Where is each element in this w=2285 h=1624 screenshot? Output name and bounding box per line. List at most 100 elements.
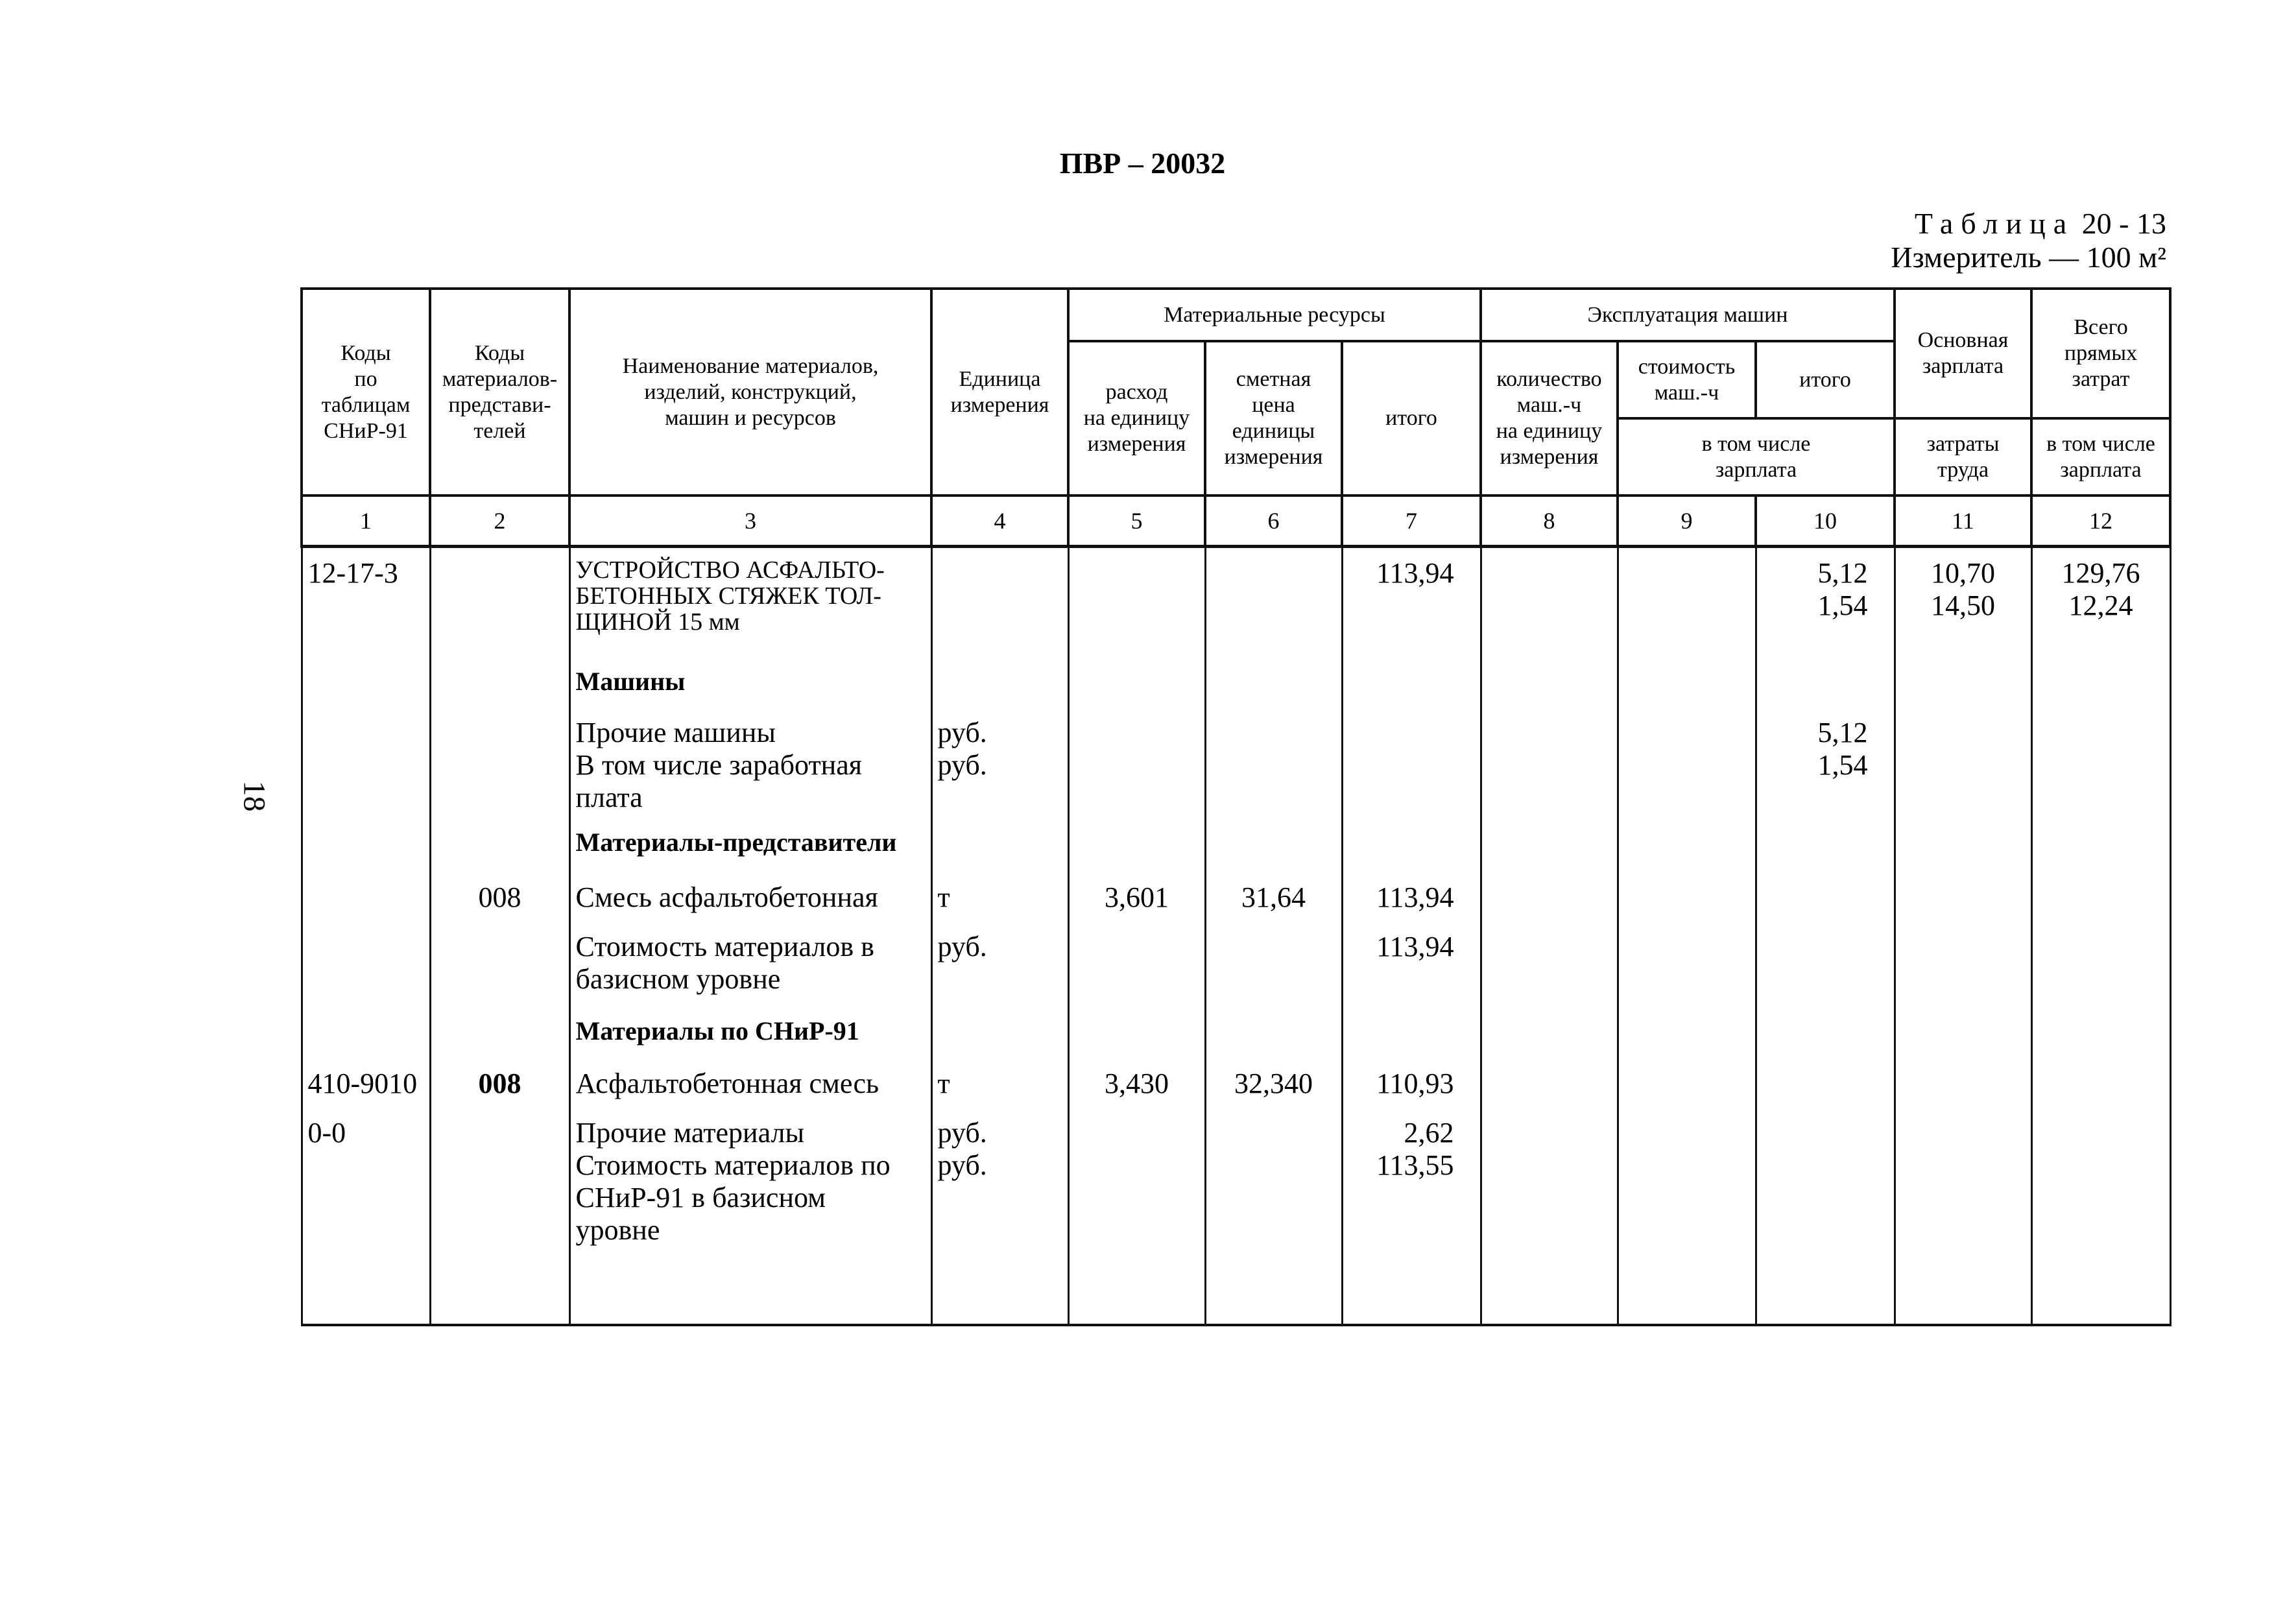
column-number: 1 (300, 494, 431, 548)
table-cell (1067, 1108, 1206, 1326)
table-cell: Стоимость материалов в базисном уровне (568, 922, 933, 1006)
table-cell (1479, 656, 1619, 708)
table-cell: Асфальтобетонная смесь (568, 1058, 933, 1108)
table-cell (1341, 656, 1482, 708)
table-cell: 5,12 1,54 (1754, 546, 1896, 656)
table-cell (1616, 817, 1757, 872)
table-cell: руб. руб. (930, 1108, 1070, 1326)
table-cell: 008 (429, 872, 571, 922)
table-cell (1893, 1006, 2033, 1058)
table-cell (300, 922, 431, 1006)
table-cell (2030, 708, 2171, 817)
table-cell (1204, 1006, 1343, 1058)
table-cell (300, 708, 431, 817)
header-machine-total: итого (1754, 340, 1896, 420)
table-cell (2030, 656, 2171, 708)
header-codes-materials: Коды материалов- представи- телей (429, 287, 571, 497)
header-consumption: расход на единицу измерения (1067, 340, 1206, 497)
table-row: Материалы-представители (300, 817, 2171, 872)
table-cell (1204, 656, 1343, 708)
table-cell (2030, 1006, 2171, 1058)
table-cell (1754, 922, 1896, 1006)
table-cell: т (930, 1058, 1070, 1108)
table-cell: 32,340 (1204, 1058, 1343, 1108)
table-cell (1893, 817, 2033, 872)
header-unit: Единица измерения (930, 287, 1070, 497)
table-cell: 113,94 (1341, 922, 1482, 1006)
table-cell (300, 1006, 431, 1058)
table-cell (300, 817, 431, 872)
table-cell: Смесь асфальтобетонная (568, 872, 933, 922)
table-cell (1893, 922, 2033, 1006)
table-cell (2030, 1058, 2171, 1108)
table-number: Таблица 20 - 13 (1915, 206, 2166, 241)
header-machine-hours: количество маш.-ч на единицу измерения (1479, 340, 1619, 497)
table-cell (1204, 708, 1343, 817)
column-number: 7 (1341, 494, 1482, 548)
table-cell (429, 1006, 571, 1058)
table-row: Прочие машины В том числе заработная пла… (300, 708, 2171, 817)
table-cell: 129,76 12,24 (2030, 546, 2171, 656)
table-cell: руб. (930, 922, 1070, 1006)
table-cell (1341, 1006, 1482, 1058)
column-number: 8 (1479, 494, 1619, 548)
header-machine-hour-cost: стоимость маш.-ч (1616, 340, 1757, 420)
table-cell (1616, 922, 1757, 1006)
table-cell (1754, 1108, 1896, 1326)
table-cell (1204, 817, 1343, 872)
table-cell (1754, 656, 1896, 708)
table-cell: 110,93 (1341, 1058, 1482, 1108)
page-number: 18 (237, 780, 272, 812)
table-cell (1479, 1058, 1619, 1108)
table-row: 12-17-3 УСТРОЙСТВО АСФАЛЬТО- БЕТОННЫХ СТЯ… (300, 546, 2171, 656)
table-cell: Материалы-представители (568, 817, 933, 872)
table-cell (1479, 546, 1619, 656)
table-cell: Прочие материалы Стоимость материалов по… (568, 1108, 933, 1326)
table-cell (1893, 1058, 2033, 1108)
header-labor-cost: затраты труда (1893, 417, 2033, 497)
table-cell (1893, 872, 2033, 922)
table-cell (2030, 872, 2171, 922)
table-cell: руб. руб. (930, 708, 1070, 817)
column-number: 10 (1754, 494, 1896, 548)
table-cell (1479, 817, 1619, 872)
table-cell (930, 656, 1070, 708)
table-cell (429, 817, 571, 872)
table-cell (1067, 546, 1206, 656)
table-cell (1754, 1006, 1896, 1058)
table-label: Таблица (1914, 207, 2075, 240)
table-cell (1893, 656, 2033, 708)
table-cell (1479, 1006, 1619, 1058)
header-base-salary: Основная зарплата (1893, 287, 2033, 420)
table-cell (429, 656, 571, 708)
table-cell (1616, 1006, 1757, 1058)
table-cell (1479, 708, 1619, 817)
header-machine-operation: Эксплуатация машин (1479, 287, 1896, 342)
column-number: 9 (1616, 494, 1757, 548)
table-cell (429, 1108, 571, 1326)
table-cell: 0-0 (300, 1108, 431, 1326)
table-cell (1341, 817, 1482, 872)
table-cell (1067, 656, 1206, 708)
table-cell: Материалы по СНиР-91 (568, 1006, 933, 1058)
header-name: Наименование материалов, изделий, констр… (568, 287, 933, 497)
table-cell (1893, 1108, 2033, 1326)
document-title: ПВР – 20032 (1059, 147, 1226, 180)
table-cell (1754, 1058, 1896, 1108)
table-cell (1616, 1058, 1757, 1108)
table-cell (429, 708, 571, 817)
table-cell (1341, 708, 1482, 817)
table-cell (930, 1006, 1070, 1058)
table-row: Материалы по СНиР-91 (300, 1006, 2171, 1058)
table-row: Машины (300, 656, 2171, 708)
header-total-salary: в том числе зарплата (2030, 417, 2172, 497)
table-cell (1067, 1006, 1206, 1058)
header-total-direct: Всего прямых затрат (2030, 287, 2172, 420)
table-cell (1067, 922, 1206, 1006)
table-cell (1204, 546, 1343, 656)
table-cell (300, 656, 431, 708)
header-material-total: итого (1341, 340, 1482, 497)
table-cell (1616, 656, 1757, 708)
table-row: 0-0 Прочие материалы Стоимость материалов… (300, 1108, 2171, 1326)
table-cell (930, 546, 1070, 656)
